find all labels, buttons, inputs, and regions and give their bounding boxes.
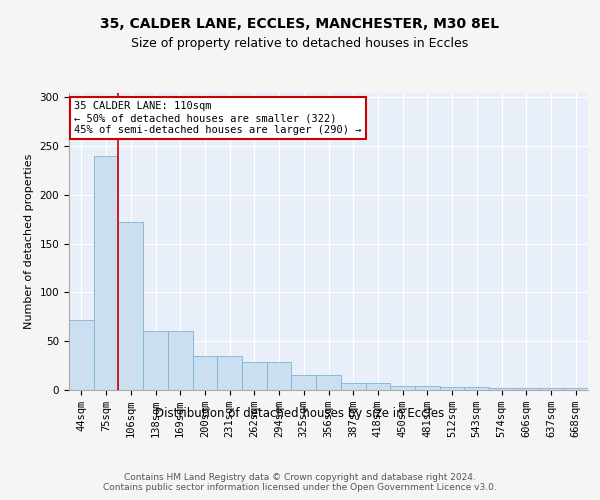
Bar: [267, 362, 292, 390]
Bar: [316, 376, 341, 390]
Text: Size of property relative to detached houses in Eccles: Size of property relative to detached ho…: [131, 38, 469, 51]
Bar: [193, 356, 217, 390]
Text: Contains HM Land Registry data © Crown copyright and database right 2024.
Contai: Contains HM Land Registry data © Crown c…: [103, 472, 497, 492]
Text: Distribution of detached houses by size in Eccles: Distribution of detached houses by size …: [155, 408, 445, 420]
Y-axis label: Number of detached properties: Number of detached properties: [24, 154, 34, 329]
Bar: [390, 386, 415, 390]
Bar: [143, 330, 168, 390]
Bar: [489, 388, 514, 390]
Bar: [440, 387, 464, 390]
Bar: [292, 376, 316, 390]
Bar: [94, 156, 118, 390]
Text: 35 CALDER LANE: 110sqm
← 50% of detached houses are smaller (322)
45% of semi-de: 35 CALDER LANE: 110sqm ← 50% of detached…: [74, 102, 362, 134]
Bar: [464, 387, 489, 390]
Bar: [118, 222, 143, 390]
Bar: [514, 388, 539, 390]
Bar: [217, 356, 242, 390]
Bar: [168, 330, 193, 390]
Text: 35, CALDER LANE, ECCLES, MANCHESTER, M30 8EL: 35, CALDER LANE, ECCLES, MANCHESTER, M30…: [100, 18, 500, 32]
Bar: [242, 362, 267, 390]
Bar: [341, 383, 365, 390]
Bar: [365, 383, 390, 390]
Bar: [563, 388, 588, 390]
Bar: [539, 388, 563, 390]
Bar: [415, 386, 440, 390]
Bar: [69, 320, 94, 390]
